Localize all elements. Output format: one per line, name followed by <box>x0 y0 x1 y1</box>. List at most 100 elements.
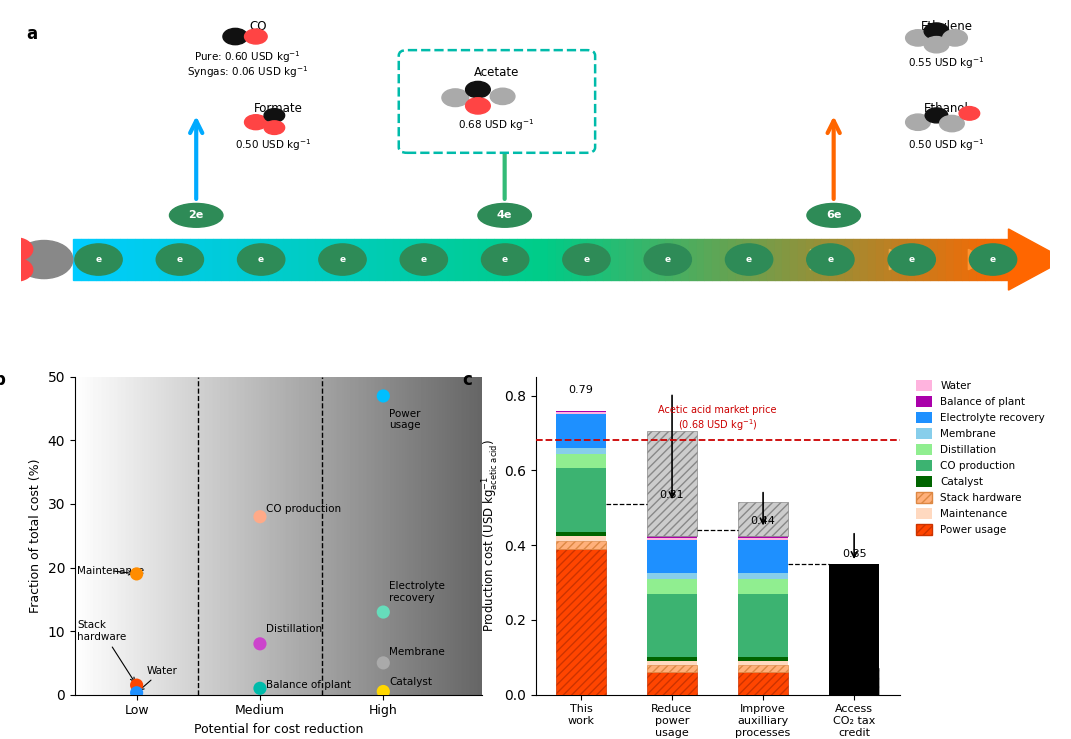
Bar <box>728 239 736 280</box>
Bar <box>206 239 213 280</box>
Text: Ethylene: Ethylene <box>921 20 972 33</box>
Text: 0.68 USD kg$^{-1}$: 0.68 USD kg$^{-1}$ <box>458 117 534 132</box>
Polygon shape <box>416 249 434 270</box>
Bar <box>738 502 788 536</box>
Circle shape <box>401 244 448 275</box>
Bar <box>479 239 486 280</box>
Bar <box>985 239 993 280</box>
Bar <box>556 411 606 412</box>
Bar <box>853 239 860 280</box>
Bar <box>829 669 879 695</box>
Bar <box>221 239 229 280</box>
Bar <box>1000 239 1009 280</box>
FancyBboxPatch shape <box>398 50 595 153</box>
Bar <box>346 239 353 280</box>
Bar <box>486 239 494 280</box>
Polygon shape <box>257 249 276 270</box>
Bar <box>432 239 439 280</box>
Bar <box>946 239 954 280</box>
Point <box>375 657 392 669</box>
Bar <box>564 239 572 280</box>
Bar <box>384 239 392 280</box>
Circle shape <box>244 115 267 129</box>
Bar <box>610 239 619 280</box>
Bar <box>556 469 606 532</box>
Bar <box>322 239 330 280</box>
Text: e: e <box>908 255 915 264</box>
Bar <box>111 239 120 280</box>
Bar <box>647 665 697 672</box>
Polygon shape <box>652 249 670 270</box>
Bar <box>836 239 845 280</box>
Text: 4e: 4e <box>497 211 512 220</box>
Polygon shape <box>889 249 908 270</box>
Text: 0.50 USD kg$^{-1}$: 0.50 USD kg$^{-1}$ <box>235 137 312 153</box>
Circle shape <box>491 88 515 104</box>
Point <box>252 511 269 522</box>
Bar <box>642 239 650 280</box>
Bar <box>579 239 587 280</box>
Text: 0.50 USD kg$^{-1}$: 0.50 USD kg$^{-1}$ <box>908 137 985 153</box>
Circle shape <box>265 121 285 134</box>
Bar <box>252 239 260 280</box>
Text: Ethanol: Ethanol <box>924 102 969 115</box>
Bar <box>260 239 268 280</box>
Bar <box>790 239 798 280</box>
Text: 2e: 2e <box>188 211 203 220</box>
Bar <box>533 239 541 280</box>
Point <box>129 568 146 580</box>
Bar <box>190 239 197 280</box>
Text: b: b <box>0 370 5 389</box>
Text: e: e <box>258 255 265 264</box>
Bar <box>556 448 606 454</box>
Text: 0.55 USD kg$^{-1}$: 0.55 USD kg$^{-1}$ <box>908 55 985 72</box>
Circle shape <box>969 244 1016 275</box>
Bar <box>463 239 470 280</box>
Y-axis label: Production cost (USD kg$_{\mathregular{acetic\ acid}}^{-1}$): Production cost (USD kg$_{\mathregular{a… <box>481 439 501 633</box>
Bar <box>377 239 384 280</box>
Text: e: e <box>421 255 427 264</box>
Bar <box>738 661 788 665</box>
Bar <box>705 239 712 280</box>
Bar <box>306 239 315 280</box>
Text: 0.51: 0.51 <box>660 489 684 500</box>
Text: Acetate: Acetate <box>473 66 519 79</box>
Bar <box>556 549 606 695</box>
Circle shape <box>906 114 931 130</box>
Bar <box>738 536 788 538</box>
Text: Stack
hardware: Stack hardware <box>77 620 135 682</box>
Polygon shape <box>179 249 197 270</box>
Bar <box>647 657 697 661</box>
Bar <box>720 239 728 280</box>
Bar <box>182 239 190 280</box>
Text: e: e <box>665 255 670 264</box>
Bar <box>338 239 346 280</box>
Bar <box>923 239 931 280</box>
Polygon shape <box>336 249 355 270</box>
Text: 6e: 6e <box>826 211 842 220</box>
Bar <box>603 239 610 280</box>
Bar <box>525 239 533 280</box>
Text: Syngas: 0.06 USD kg$^{-1}$: Syngas: 0.06 USD kg$^{-1}$ <box>187 64 308 81</box>
Bar <box>869 239 876 280</box>
Text: e: e <box>827 255 833 264</box>
Bar <box>96 239 104 280</box>
Text: Formate: Formate <box>254 102 303 115</box>
Bar <box>213 239 221 280</box>
Bar <box>166 239 175 280</box>
Bar <box>556 412 606 415</box>
Circle shape <box>924 23 949 39</box>
Bar <box>151 239 159 280</box>
Text: e: e <box>502 255 508 264</box>
Point <box>252 638 269 650</box>
Ellipse shape <box>169 203 223 227</box>
Polygon shape <box>100 249 118 270</box>
Polygon shape <box>968 249 986 270</box>
Bar <box>627 239 634 280</box>
Bar <box>696 239 705 280</box>
Text: 0.44: 0.44 <box>751 516 775 525</box>
Bar <box>907 239 915 280</box>
Text: e: e <box>95 255 102 264</box>
Circle shape <box>75 244 122 275</box>
Bar <box>977 239 985 280</box>
